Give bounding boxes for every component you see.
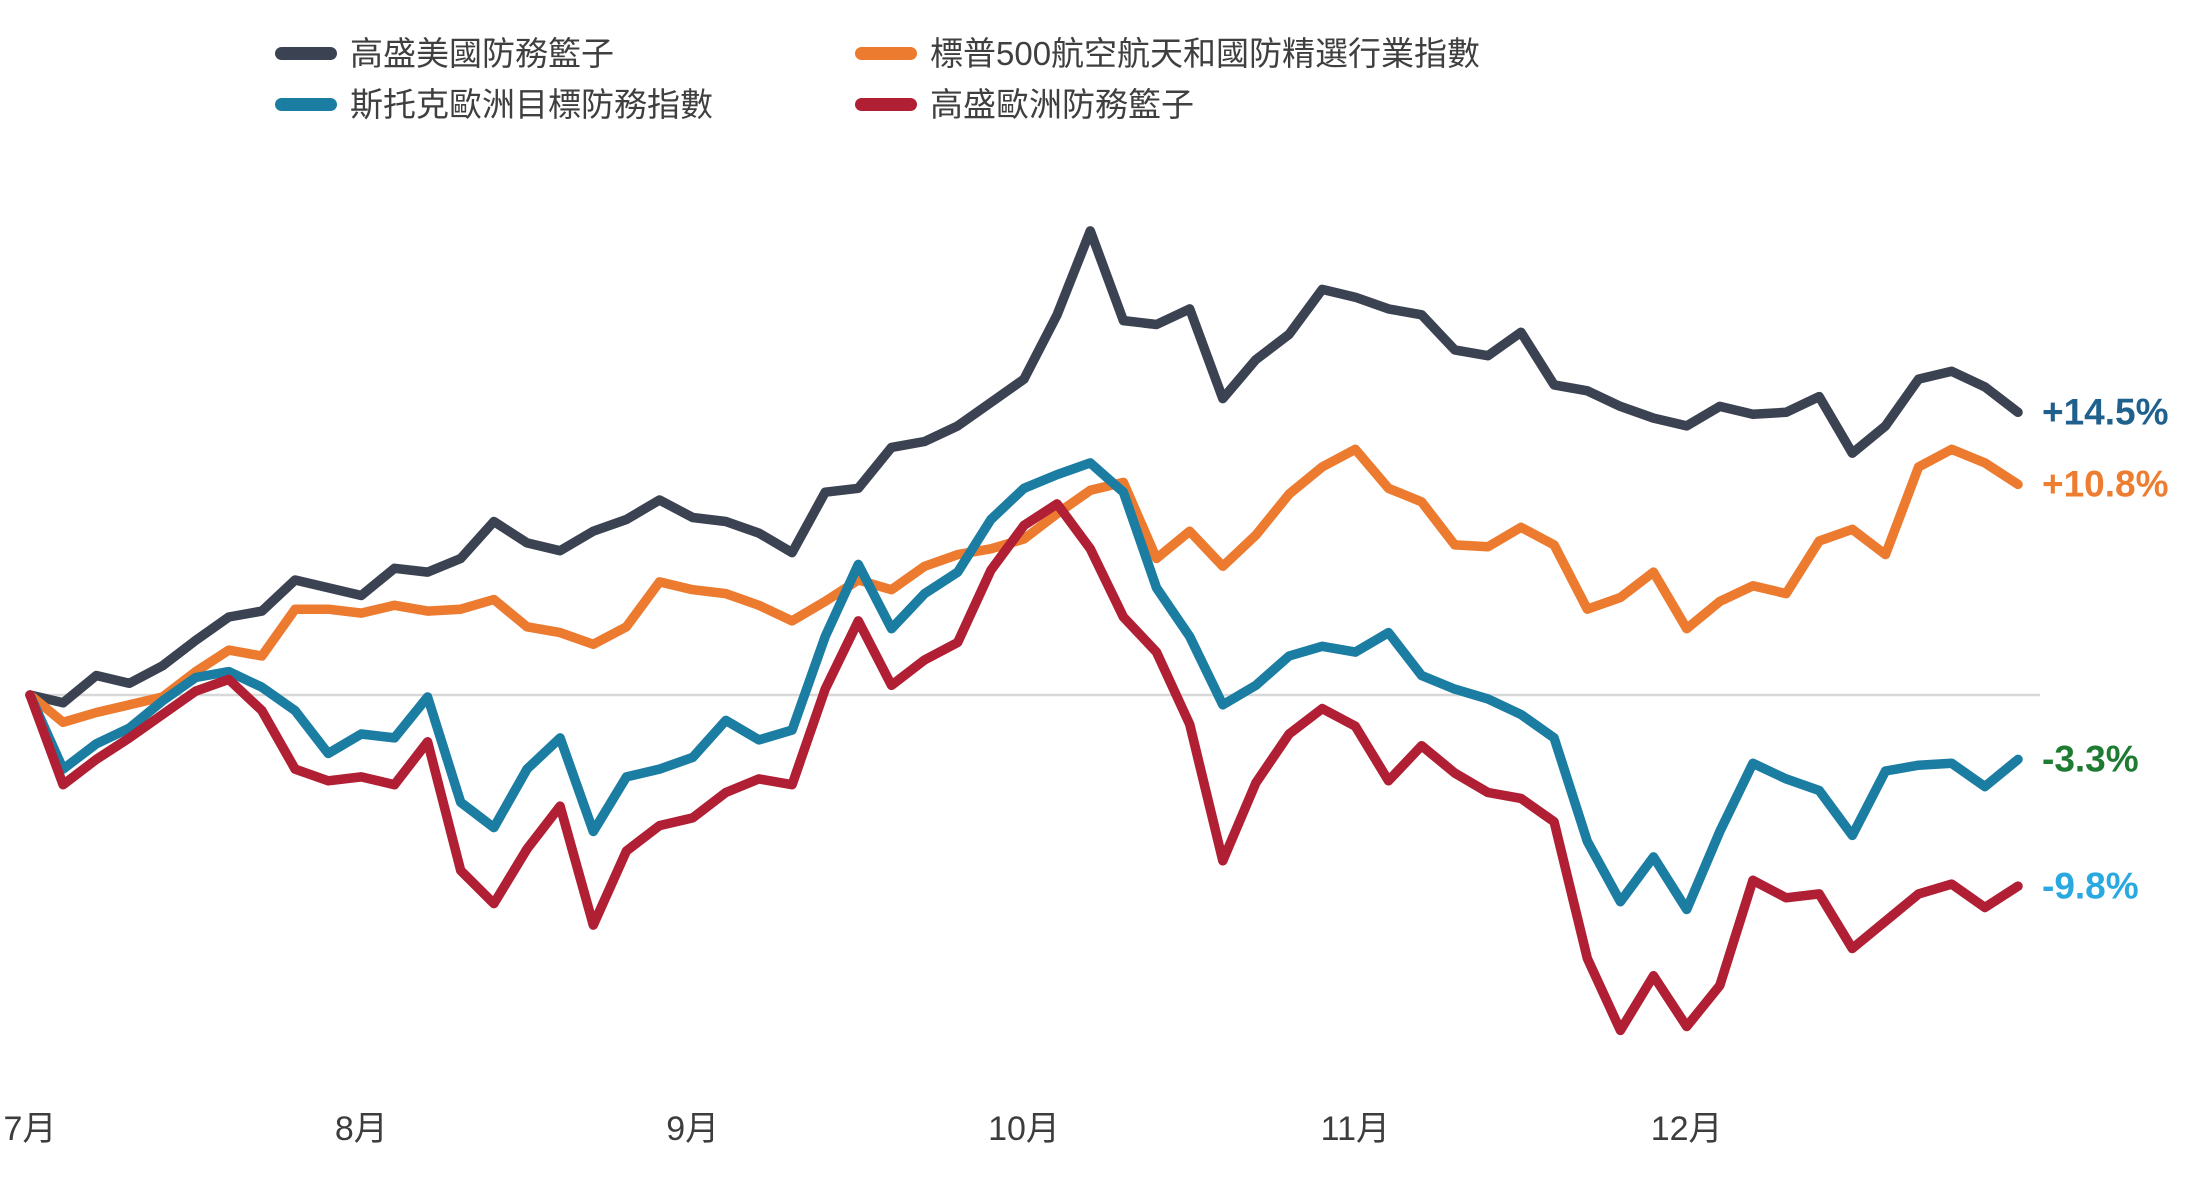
end-label-sp500-aerospace-defense: +10.8% [2042, 463, 2169, 505]
x-tick-label-1: 7月 [3, 1110, 57, 1148]
series-line-1 [25, 444, 2023, 728]
x-tick-label-4: 10月 [988, 1110, 1060, 1148]
series-line-0 [25, 226, 2023, 708]
end-label-gs-europe-defense: -9.8% [2042, 865, 2139, 907]
end-label-stoxx-europe-defense: -3.3% [2042, 738, 2139, 780]
legend-item-sp500-aerospace-defense: 標普500航空航天和國防精選行業指數 [855, 36, 1480, 70]
legend-swatch-gs-europe-defense [855, 97, 917, 111]
x-tick-label-5: 11月 [1320, 1110, 1390, 1148]
legend-label: 高盛美國防務籃子 [350, 34, 614, 72]
x-tick-label-6: 12月 [1650, 1110, 1723, 1148]
legend-swatch-gs-us-defense [275, 46, 337, 60]
legend-item-gs-us-defense: 高盛美國防務籃子 [275, 36, 614, 70]
legend-label: 標普500航空航天和國防精選行業指數 [930, 34, 1481, 72]
series-line-3 [25, 499, 2023, 1036]
series-line-2 [25, 458, 2023, 915]
legend-item-gs-europe-defense: 高盛歐洲防務籃子 [855, 87, 1194, 121]
legend-swatch-sp500-aerospace-defense [855, 46, 917, 60]
legend-item-stoxx-europe-defense: 斯托克歐洲目標防務指數 [275, 87, 713, 121]
x-tick-label-3: 9月 [666, 1110, 720, 1148]
x-tick-label-2: 8月 [334, 1110, 388, 1148]
legend-label: 斯托克歐洲目標防務指數 [350, 85, 713, 123]
legend-swatch-stoxx-europe-defense [275, 97, 337, 111]
legend-label: 高盛歐洲防務籃子 [930, 85, 1194, 123]
end-label-gs-us-defense: +14.5% [2042, 391, 2169, 433]
